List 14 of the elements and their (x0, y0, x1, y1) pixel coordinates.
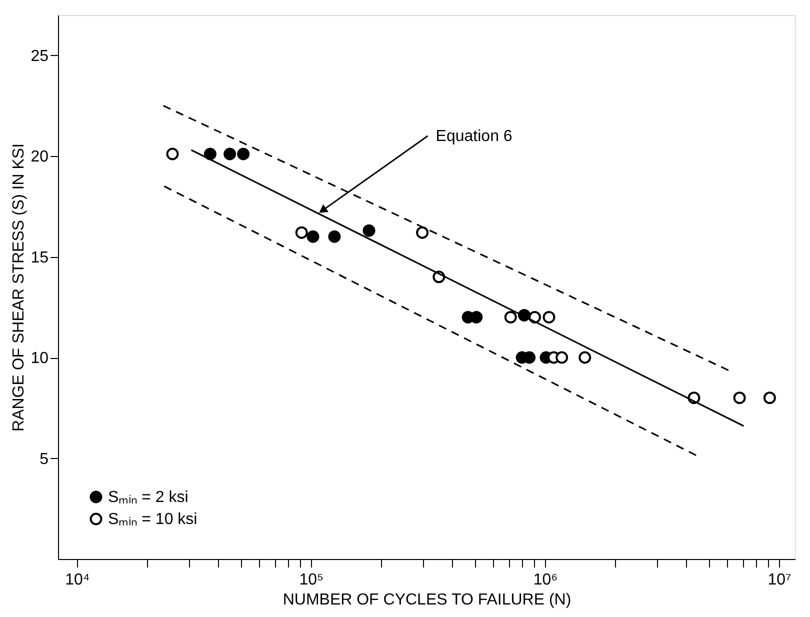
x-tick-label: 10⁶ (533, 572, 558, 588)
legend-label: Sₘᵢₙ = 10 ksi (108, 511, 198, 528)
y-tick-label: 10 (30, 350, 49, 368)
y-axis-title: RANGE OF SHEAR STRESS (S) IN KSI (10, 143, 28, 432)
legend-label: Sₘᵢₙ = 2 ksi (108, 489, 188, 506)
annotation: Equation 6 (436, 128, 512, 145)
x-tick-label: 10⁵ (299, 572, 324, 588)
x-axis-title: NUMBER OF CYCLES TO FAILURE (N) (282, 592, 572, 608)
y-tick-label: 15 (30, 249, 49, 266)
y-tick-label: 5 (40, 450, 49, 468)
y-tick-label: 25 (30, 48, 49, 65)
x-tick-label: 10⁷ (768, 572, 792, 588)
x-tick-label: 10⁴ (65, 572, 90, 588)
y-tick-label: 20 (30, 148, 49, 166)
